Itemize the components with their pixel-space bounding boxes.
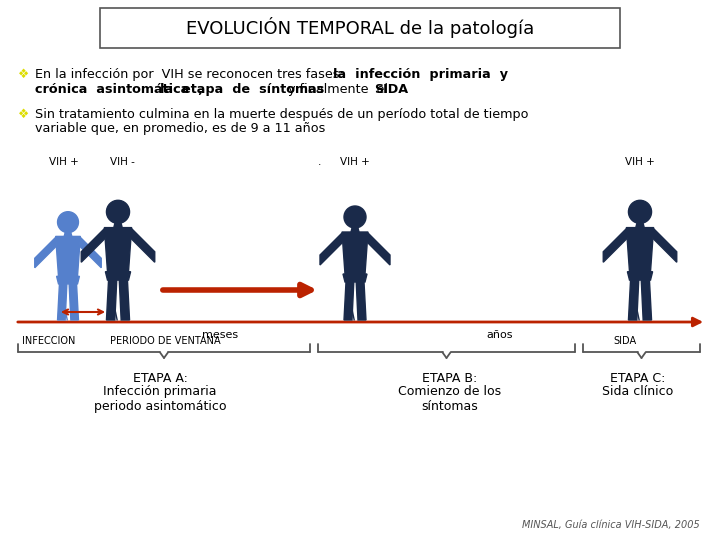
Text: SIDA: SIDA (374, 83, 408, 96)
Text: ETAPA C:: ETAPA C: (611, 372, 666, 385)
Text: crónica  asintomática  ,: crónica asintomática , (35, 83, 212, 96)
Text: Infección primaria
periodo asintomático: Infección primaria periodo asintomático (94, 385, 226, 413)
Circle shape (107, 200, 130, 224)
Polygon shape (81, 238, 102, 268)
Text: VIH +: VIH + (340, 157, 370, 167)
Circle shape (344, 206, 366, 228)
Text: años: años (487, 330, 513, 340)
Text: EVOLUCIÓN TEMPORAL de la patología: EVOLUCIÓN TEMPORAL de la patología (186, 17, 534, 38)
Polygon shape (356, 282, 366, 320)
Polygon shape (105, 272, 130, 280)
Polygon shape (81, 228, 104, 262)
Text: Sin tratamiento culmina en la muerte después de un período total de tiempo: Sin tratamiento culmina en la muerte des… (35, 108, 528, 121)
Text: .: . (318, 157, 322, 167)
Polygon shape (114, 224, 122, 227)
Text: Sida clínico: Sida clínico (603, 385, 674, 398)
Text: En la infección por  VIH se reconocen tres fases:: En la infección por VIH se reconocen tre… (35, 68, 348, 81)
Polygon shape (104, 227, 132, 272)
Polygon shape (55, 237, 81, 276)
Polygon shape (107, 280, 117, 320)
Text: ❖: ❖ (18, 108, 30, 121)
Circle shape (629, 200, 652, 224)
Polygon shape (132, 228, 155, 262)
Polygon shape (629, 280, 639, 320)
Text: VIH +: VIH + (625, 157, 655, 167)
Polygon shape (57, 276, 79, 284)
Polygon shape (120, 280, 130, 320)
Text: MINSAL, Guía clínica VIH-SIDA, 2005: MINSAL, Guía clínica VIH-SIDA, 2005 (522, 520, 700, 530)
Text: Comienzo de los
síntomas: Comienzo de los síntomas (398, 385, 502, 413)
Polygon shape (351, 228, 359, 232)
Text: meses: meses (202, 330, 238, 340)
Polygon shape (58, 284, 67, 320)
Text: y finalmente  el: y finalmente el (284, 83, 392, 96)
Polygon shape (64, 233, 72, 237)
Text: VIH -: VIH - (109, 157, 135, 167)
Polygon shape (642, 280, 652, 320)
Text: VIH +: VIH + (49, 157, 79, 167)
Polygon shape (69, 284, 78, 320)
Text: ETAPA B:: ETAPA B: (423, 372, 477, 385)
Text: ETAPA A:: ETAPA A: (132, 372, 187, 385)
Polygon shape (627, 272, 652, 280)
Text: PERIODO DE VENTANA: PERIODO DE VENTANA (110, 336, 220, 346)
Polygon shape (35, 238, 55, 268)
Polygon shape (603, 228, 626, 262)
Polygon shape (343, 274, 367, 282)
Polygon shape (636, 224, 644, 227)
Polygon shape (368, 233, 390, 265)
Polygon shape (654, 228, 677, 262)
Circle shape (58, 212, 78, 233)
Text: ❖: ❖ (18, 68, 30, 81)
Text: variable que, en promedio, es de 9 a 11 años: variable que, en promedio, es de 9 a 11 … (35, 122, 325, 135)
Text: la  etapa  de  síntomas: la etapa de síntomas (160, 83, 324, 96)
Polygon shape (344, 282, 354, 320)
Text: SIDA: SIDA (613, 336, 636, 346)
Polygon shape (342, 232, 368, 274)
Text: INFECCION: INFECCION (22, 336, 76, 346)
Polygon shape (626, 227, 654, 272)
Polygon shape (320, 233, 342, 265)
Text: la  infección  primaria  y: la infección primaria y (333, 68, 508, 81)
FancyBboxPatch shape (100, 8, 620, 48)
